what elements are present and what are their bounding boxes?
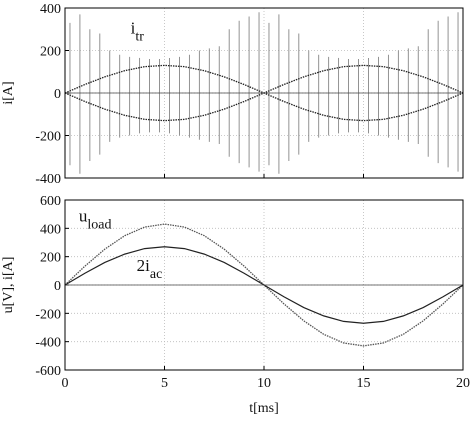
annotation-sub: load <box>87 217 111 232</box>
y-axis-label: i[A] <box>1 81 16 104</box>
y-tick-label: 400 <box>40 2 61 17</box>
annotation-sub: ac <box>150 267 162 282</box>
y-axis-label: u[V], i[A] <box>1 257 16 314</box>
x-tick-label: 5 <box>161 376 168 391</box>
y-tick-label: 600 <box>40 194 61 209</box>
plot-frame <box>64 7 464 179</box>
x-tick-label: 20 <box>456 376 470 391</box>
y-tick-label: 400 <box>40 222 61 237</box>
y-tick-label: 0 <box>54 87 61 102</box>
annotation: itr <box>131 19 145 45</box>
x-axis-label: t[ms] <box>249 401 279 416</box>
annotation-text: u <box>79 206 88 225</box>
annotation-text: 2i <box>137 256 151 275</box>
annotation: uload <box>79 206 112 232</box>
y-tick-label: -200 <box>35 307 61 322</box>
annotation-sub: tr <box>135 30 144 45</box>
y-tick-label: 0 <box>54 279 61 294</box>
y-tick-label: -400 <box>35 172 61 187</box>
y-tick-label: 200 <box>40 251 61 266</box>
series-line <box>64 64 464 94</box>
y-tick-label: -600 <box>35 364 61 379</box>
y-tick-label: -200 <box>35 130 61 145</box>
x-tick-label: 0 <box>62 376 69 391</box>
plot-frame <box>64 199 464 371</box>
y-tick-label: -400 <box>35 336 61 351</box>
annotation-text: i <box>131 19 136 38</box>
y-tick-label: 200 <box>40 45 61 60</box>
annotation: 2iac <box>137 256 163 282</box>
x-tick-label: 15 <box>357 376 371 391</box>
x-tick-label: 10 <box>257 376 271 391</box>
